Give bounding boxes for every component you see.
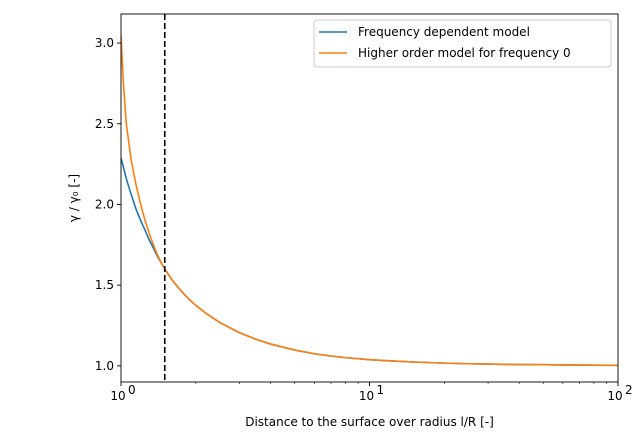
axes-layer: 10 0 10 1 10 21.01.52.02.53.0 — [95, 13, 633, 403]
y-tick-label: 2.0 — [95, 197, 114, 211]
x-tick-label-exponent: 1 — [377, 383, 385, 397]
x-tick-label: 10 — [110, 389, 125, 403]
x-tick-label: 10 — [607, 389, 622, 403]
legend-label: Higher order model for frequency 0 — [358, 46, 571, 60]
x-tick-label: 10 — [359, 389, 374, 403]
plot-background — [121, 14, 618, 382]
plot-area — [121, 14, 618, 382]
x-tick-label-exponent: 0 — [128, 383, 136, 397]
legend-box — [313, 19, 612, 68]
y-tick-label: 1.5 — [95, 278, 114, 292]
y-tick-label: 3.0 — [95, 36, 114, 50]
legend: Frequency dependent model Higher order mo… — [313, 19, 612, 68]
y-axis-label: γ / γ₀ [-] — [67, 174, 81, 222]
series-layer — [121, 34, 618, 367]
y-tick-label: 1.0 — [95, 359, 114, 373]
series-line-2 — [121, 34, 618, 367]
x-axis-label: Distance to the surface over radius l/R … — [245, 415, 494, 429]
x-tick-label-exponent: 2 — [625, 383, 633, 397]
y-tick-label: 2.5 — [95, 117, 114, 131]
legend-label: Frequency dependent model — [358, 25, 530, 39]
